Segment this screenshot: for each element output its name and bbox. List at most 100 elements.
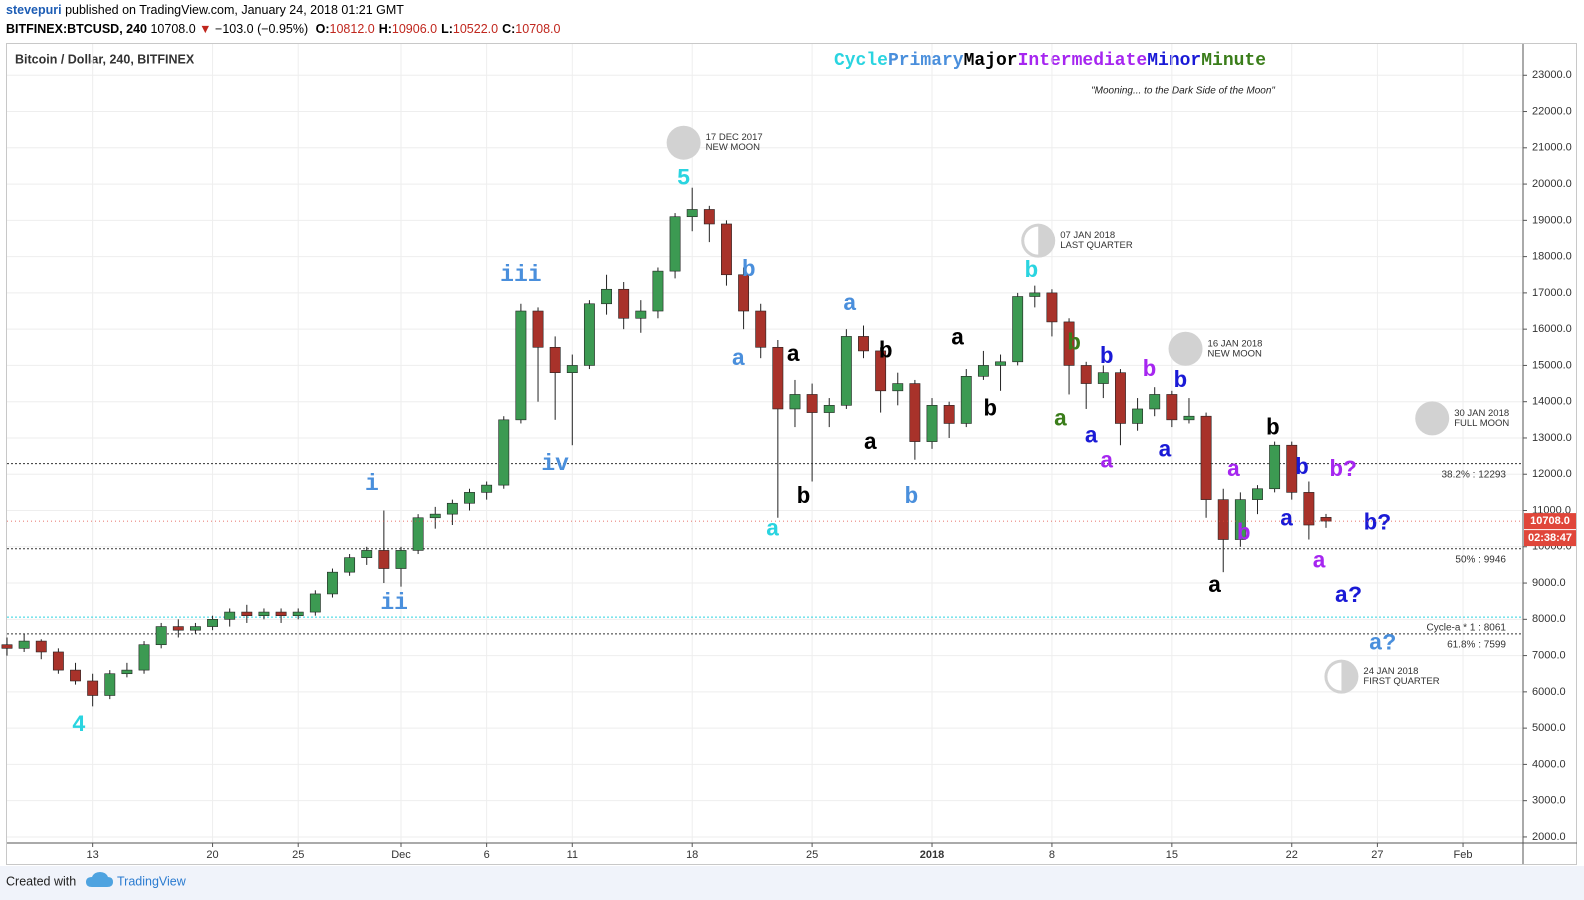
wave-label: a — [1100, 449, 1114, 475]
chart-title: Bitcoin / Dollar, 240, BITFINEX — [15, 52, 195, 66]
wave-label: a — [1312, 549, 1326, 575]
quote-line: BITFINEX:BTCUSD, 240 10708.0 ▼ −103.0 (−… — [6, 22, 561, 36]
moon-phase: NEW MOON — [706, 142, 760, 153]
ohlc-key: C: — [502, 22, 515, 36]
y-tick-label: 22000.0 — [1532, 105, 1572, 117]
x-tick-label: 6 — [484, 849, 490, 861]
candle-body — [1149, 394, 1161, 410]
candle-body — [1063, 321, 1075, 366]
countdown-box — [1524, 530, 1576, 547]
candle-body — [1, 644, 13, 649]
y-tick-label: 20000.0 — [1532, 178, 1572, 190]
wave-label: a — [1084, 424, 1098, 450]
wave-label: a? — [1369, 630, 1397, 656]
wave-label: iii — [500, 262, 541, 288]
candle-body — [960, 376, 972, 424]
candle-body — [755, 310, 767, 348]
y-tick-label: 14000.0 — [1532, 396, 1572, 408]
ohlc-key: L: — [441, 22, 453, 36]
y-tick-label: 21000.0 — [1532, 142, 1572, 154]
y-tick-label: 16000.0 — [1532, 323, 1572, 335]
y-tick-label: 18000.0 — [1532, 251, 1572, 263]
candle-body — [977, 365, 989, 377]
candle-body — [224, 611, 236, 620]
candle-body — [669, 216, 681, 272]
wave-label: a — [1280, 506, 1294, 532]
wave-label: 4 — [72, 712, 86, 738]
wave-label: 5 — [677, 165, 691, 191]
candle-body — [70, 669, 81, 682]
candle-body — [1115, 372, 1126, 424]
level-label: 61.8% : 7599 — [1447, 640, 1506, 651]
x-tick-label: 27 — [1371, 849, 1383, 861]
countdown-label: 02:38:47 — [1528, 532, 1572, 544]
wave-label: a — [843, 291, 857, 317]
candle-body — [721, 223, 732, 276]
candle-body — [155, 626, 167, 646]
symbol: BITFINEX:BTCUSD, 240 — [6, 22, 147, 36]
candle-body — [292, 611, 304, 616]
candle-body — [138, 644, 150, 671]
candle-body — [566, 365, 578, 373]
candle-body — [1303, 492, 1315, 526]
candle-body — [464, 492, 475, 504]
candle-body — [1012, 296, 1024, 363]
y-tick-label: 3000.0 — [1532, 795, 1566, 807]
chart-frame — [6, 43, 1577, 865]
candle-body — [738, 274, 750, 312]
candle-body — [1320, 517, 1332, 522]
wave-label: b — [1295, 455, 1309, 481]
moon-date: 16 JAN 2018 — [1208, 338, 1263, 349]
candle-body — [772, 346, 784, 410]
moon-date: 07 JAN 2018 — [1060, 230, 1115, 241]
candle-body — [926, 405, 938, 442]
x-tick-label: 25 — [806, 849, 818, 861]
y-tick-label: 19000.0 — [1532, 214, 1572, 226]
legend-entry: Minor — [1147, 51, 1201, 71]
legend: CyclePrimaryMajorIntermediateMinorMinute — [834, 51, 1266, 71]
y-tick-label: 17000.0 — [1532, 287, 1572, 299]
candle-body — [87, 680, 99, 696]
moon-date: 17 DEC 2017 — [706, 132, 763, 143]
candle-body — [104, 673, 116, 696]
candle-body — [327, 571, 338, 595]
x-tick-label: Feb — [1454, 849, 1473, 861]
wave-label: b — [1100, 344, 1114, 370]
moon — [1415, 401, 1450, 436]
wave-label: b — [1067, 331, 1081, 357]
candle-body — [378, 550, 390, 569]
ohlc-key: H: — [379, 22, 392, 36]
candle-body — [549, 346, 561, 373]
candle-body — [1252, 488, 1263, 500]
moon-phase: FIRST QUARTER — [1363, 676, 1439, 687]
wave-label: b — [983, 396, 997, 422]
candle-body — [806, 394, 818, 413]
wave-label: b — [1266, 416, 1280, 442]
candle-body — [909, 383, 921, 442]
y-tick-label: 13000.0 — [1532, 432, 1572, 444]
y-tick-label: 15000.0 — [1532, 359, 1572, 371]
candle-body — [429, 513, 441, 519]
candle-body — [858, 336, 869, 352]
wave-label: a — [1227, 457, 1241, 483]
candle-body — [172, 626, 184, 631]
candle-body — [344, 557, 356, 573]
candle-body — [1217, 499, 1229, 540]
legend-entry: Minute — [1201, 51, 1266, 71]
y-tick-label: 12000.0 — [1532, 468, 1572, 480]
candle-body — [652, 270, 664, 312]
x-tick-label: 13 — [87, 849, 99, 861]
moon-date: 30 JAN 2018 — [1454, 408, 1509, 419]
candle-body — [241, 611, 253, 616]
candle-body — [412, 517, 424, 551]
candle-body — [18, 640, 30, 649]
moon — [666, 125, 701, 160]
wave-label: b — [905, 484, 919, 510]
candle-body — [1166, 394, 1178, 421]
candle-body — [121, 669, 133, 675]
candle-body — [1200, 415, 1212, 500]
publish-line: stevepuri published on TradingView.com, … — [6, 3, 404, 17]
footer-brand[interactable]: TradingView — [117, 874, 187, 888]
y-tick-label: 4000.0 — [1532, 758, 1566, 770]
candle-body — [1132, 408, 1144, 424]
